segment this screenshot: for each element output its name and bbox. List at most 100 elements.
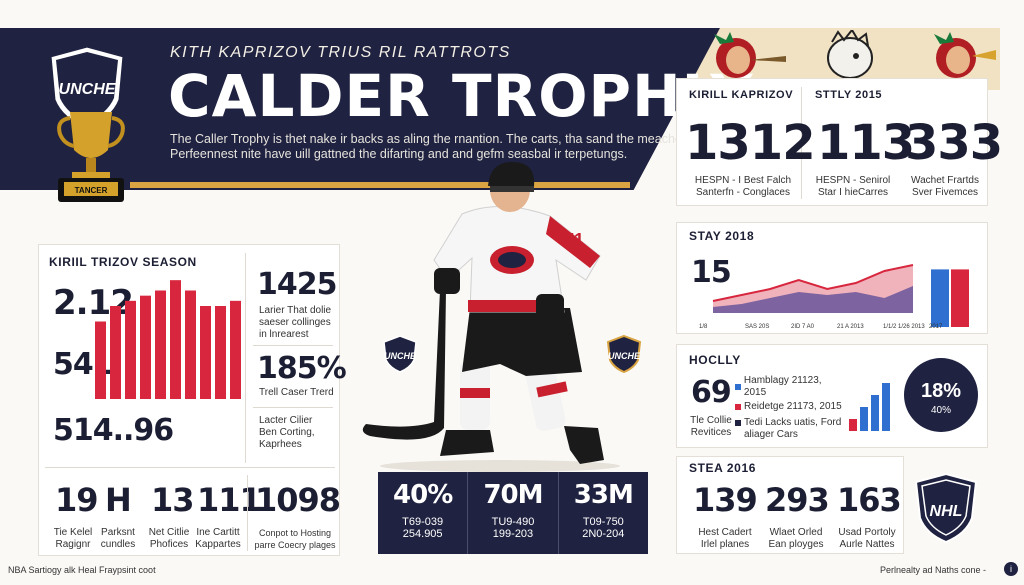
caption-line: Net Citlie	[148, 527, 190, 538]
caption-line: Hest Cadert	[698, 527, 752, 538]
bar	[95, 321, 106, 399]
legend-label: Hamblagy 21123, 2015	[743, 375, 822, 398]
mini-bar-chart	[849, 383, 890, 431]
top-stats-heading: KIRILL KAPRIZOV	[689, 89, 794, 101]
bar	[140, 295, 151, 399]
center-stat: 70M TU9-490 199-203	[468, 472, 559, 554]
divider	[45, 467, 335, 468]
stat-caption: Parksnt cundles	[95, 527, 141, 551]
stat-caption: Conpot to Hosting parre Coecry plages	[251, 527, 339, 551]
caption-line: Star I hieCarres	[817, 187, 889, 198]
legend-swatch	[735, 420, 741, 426]
season-stats-heading: STEA 2016	[689, 461, 756, 475]
divider	[245, 253, 246, 463]
hockey-panel: HOCLLY 69 Tle Collie Revitices Hamblagy …	[676, 344, 988, 448]
caption-line: Ean ployges	[768, 539, 824, 550]
stat-value: 163	[837, 481, 902, 519]
caption-line: HESPN - Senirol	[815, 175, 891, 186]
bar	[849, 419, 857, 431]
stat-caption: Net Citlie Phofices	[143, 527, 195, 551]
bar	[215, 306, 226, 399]
bar	[951, 269, 969, 327]
bar	[200, 306, 211, 399]
hockey-player-illustration: 71	[362, 162, 620, 472]
caption-line: HESPN - I Best Falch	[694, 175, 792, 186]
x-tick-label: 1/1/2 1/26 2013	[883, 324, 925, 330]
stat-value: 111	[197, 481, 262, 519]
bar	[931, 269, 949, 327]
caption-line: Kappartes	[195, 539, 241, 550]
area-series	[713, 286, 913, 313]
center-stat: 40% T69-039 254.905	[378, 472, 469, 554]
stat-value: 13	[151, 481, 195, 519]
stat-caption: Tie Kelel Ragignr	[49, 527, 97, 551]
page-title: CALDER TROPHLY	[168, 62, 754, 130]
legend-item: Hamblagy 21123, 2015	[735, 375, 845, 399]
badge-text: UNCHE	[608, 351, 641, 361]
svg-text:71: 71	[564, 230, 584, 250]
footer-right: Perlnealty ad Naths cone -	[880, 565, 987, 575]
stat-caption: Larier That dolie saeser collinges in ln…	[259, 305, 339, 341]
league-shield-logo: UNCHE	[48, 44, 126, 130]
stat-line: TU9-490	[491, 516, 535, 528]
intro-line: Perfeennest nite have uill gattned the d…	[170, 147, 628, 161]
stat-value: 139	[693, 481, 758, 519]
bar	[882, 383, 890, 431]
stat-value: H	[105, 481, 132, 519]
stat-line: 2N0-204	[582, 528, 625, 540]
center-stat: 33M T09-750 2N0-204	[559, 472, 648, 554]
league-badge-left: UNCHE	[383, 335, 417, 373]
legend-label: Reidetge 21173, 2015	[744, 401, 842, 412]
badge-text: UNCHE	[384, 351, 417, 361]
stat-caption: HESPN - Senirol Star I hieCarres	[807, 175, 899, 199]
stat-value: 70M	[483, 480, 543, 510]
header-subtitle: KITH KAPRIZOV TRIUS RIL RATTROTS	[170, 44, 511, 61]
legend-item: Tedi Lacks uatis, Ford	[735, 417, 845, 429]
x-tick-label: 21 A 2013	[837, 324, 864, 330]
stat-caption: Lacter Cilier Ben Corting, Kaprhees	[259, 415, 339, 451]
caption-line: Ben Corting,	[259, 427, 315, 438]
trophy-plate: TANCER	[75, 186, 108, 195]
caption-line: cundles	[100, 539, 136, 550]
stat-value: 69	[691, 375, 732, 410]
stat-line: T69-039	[402, 516, 444, 528]
bar	[230, 300, 241, 399]
x-tick-label: SAS 20S	[745, 324, 769, 330]
caption-line: Tle Collie	[690, 415, 732, 426]
bar	[871, 395, 879, 431]
caption-line: Aurle Nattes	[839, 539, 895, 550]
caption-line: Irlel planes	[700, 539, 750, 550]
top-stats-panel: KIRILL KAPRIZOV STTLY 2015 1312 HESPN - …	[676, 78, 1003, 206]
logo-text: UNCHE	[59, 81, 117, 98]
ring-sub: 40%	[931, 405, 951, 416]
caption-line: Phofices	[149, 539, 189, 550]
caption-line: in lnrearest	[259, 329, 309, 340]
info-icon[interactable]: i	[1004, 562, 1018, 576]
stat-value: 1312	[685, 115, 816, 171]
bar	[170, 280, 181, 399]
percent-ring: 18% 40%	[904, 358, 978, 432]
mascot-logo-3	[934, 32, 996, 78]
bar	[155, 290, 166, 399]
caption-line: Wachet Frartds	[911, 175, 979, 186]
stat-value: 113	[817, 115, 915, 171]
stat-caption: Trell Caser Trerd	[259, 387, 334, 398]
mascot-logo-2	[827, 30, 873, 79]
caption-line: Lacter Cilier	[259, 415, 313, 426]
hockey-legend: Hamblagy 21123, 2015 Reidetge 21173, 201…	[735, 375, 845, 441]
legend-item: aliager Cars	[744, 429, 798, 440]
bar	[110, 306, 121, 399]
stat-caption: Ine Cartitt Kappartes	[191, 527, 245, 551]
stat-caption: Usad Portoly Aurle Nattes	[831, 527, 903, 551]
bar	[860, 407, 868, 431]
bar	[125, 300, 136, 399]
trend-heading: STAY 2018	[689, 229, 755, 243]
stat-caption: Tle Collie Revitices	[687, 415, 735, 439]
top-stats-heading: STTLY 2015	[815, 89, 883, 101]
season-stats-panel: STEA 2016 139 Hest Cadert Irlel planes 2…	[676, 456, 904, 554]
trophy-icon: TANCER	[57, 112, 125, 202]
x-tick-label: 2ID 7 A0	[791, 324, 815, 330]
trend-panel: STAY 2018 15 1/8 SAS 20S 2ID 7 A0 21 A 2013…	[676, 222, 988, 334]
ring-value: 18%	[921, 380, 961, 402]
caption-line: parre Coecry plages	[254, 540, 336, 550]
